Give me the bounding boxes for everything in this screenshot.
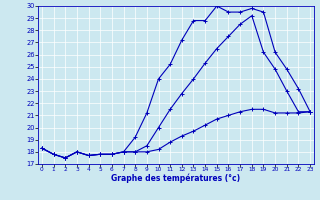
X-axis label: Graphe des températures (°c): Graphe des températures (°c) <box>111 174 241 183</box>
